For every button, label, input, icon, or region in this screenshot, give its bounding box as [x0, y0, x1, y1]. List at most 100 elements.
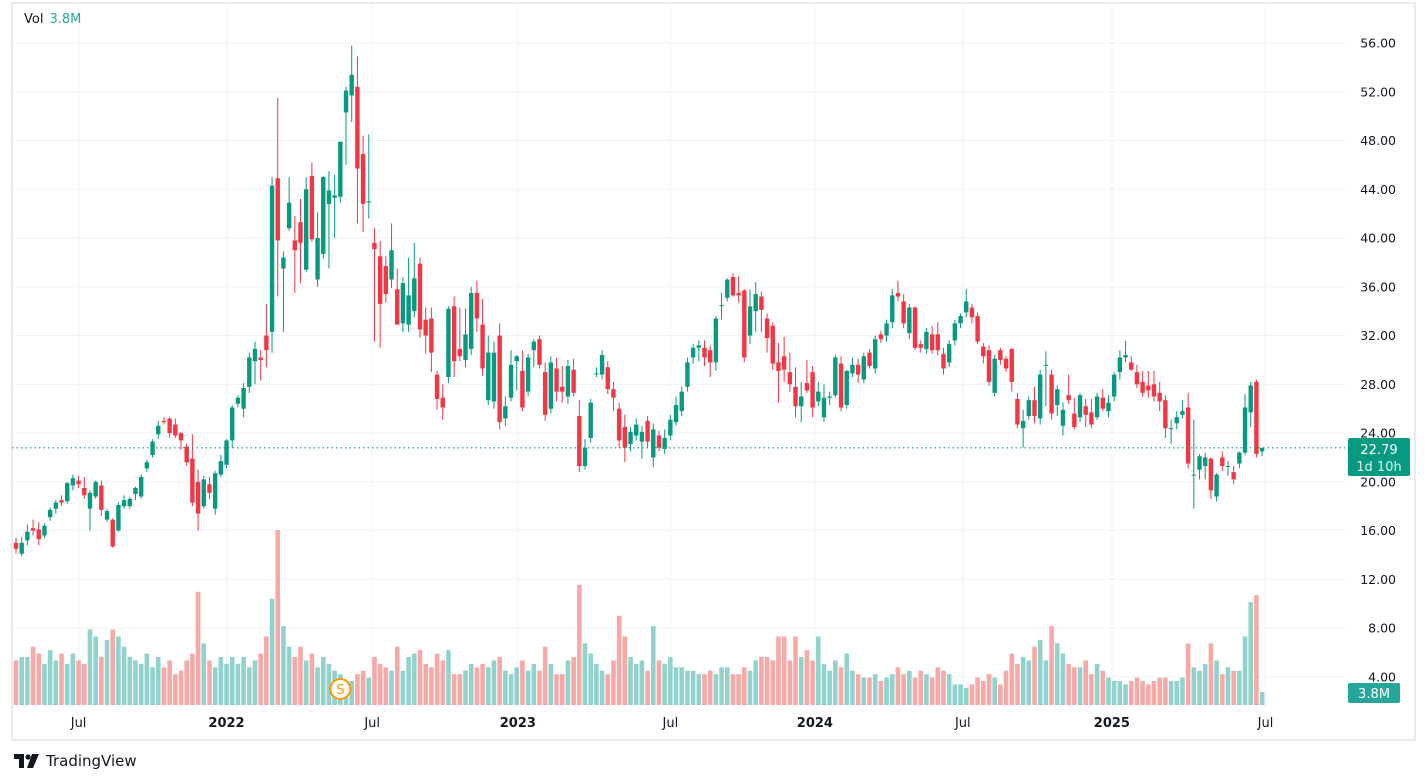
- volume-bar: [252, 660, 258, 705]
- candle-body: [804, 383, 810, 391]
- volume-bar: [582, 643, 588, 705]
- candle-body: [133, 487, 138, 495]
- candle-body: [599, 355, 605, 375]
- volume-bar: [440, 660, 446, 705]
- volume-bar: [1248, 602, 1254, 705]
- y-tick-label: 36.00: [1360, 279, 1396, 294]
- volume-bar: [144, 653, 150, 705]
- candle-body: [486, 352, 491, 401]
- price-axis[interactable]: 56.00 52.00 48.00 44.00 40.00 36.00 32.00 28.00…: [1360, 36, 1396, 685]
- candle-body: [514, 356, 519, 362]
- volume-bar: [969, 684, 975, 705]
- candle-body: [946, 344, 952, 363]
- candle-body: [446, 308, 451, 378]
- volume-bar: [690, 670, 696, 705]
- volume-bar: [184, 660, 189, 705]
- candle-body: [1242, 407, 1248, 453]
- candle-body: [645, 420, 650, 442]
- candle-body: [901, 301, 906, 324]
- volume-bar: [429, 667, 434, 705]
- candle-body: [867, 352, 872, 367]
- candle-body: [258, 357, 263, 360]
- candle-body: [525, 357, 531, 392]
- candle-body: [1083, 406, 1088, 415]
- volume-bar: [133, 660, 138, 705]
- candle-body: [417, 263, 423, 330]
- candle-body: [1089, 412, 1094, 425]
- volume-bar: [47, 650, 53, 705]
- volume-bar: [907, 670, 912, 705]
- volume-bar: [229, 656, 235, 705]
- candle-body: [224, 440, 229, 465]
- volume-bar: [850, 670, 855, 705]
- candle-body: [861, 356, 867, 380]
- candle-body: [480, 324, 485, 369]
- candle-body: [360, 153, 366, 204]
- tradingview-logo[interactable]: TradingView: [14, 752, 137, 770]
- volume-bar: [178, 670, 184, 705]
- volume-bar: [514, 667, 520, 705]
- candle-body: [799, 396, 804, 407]
- candle-body: [935, 334, 940, 351]
- x-tick-label: 2022: [208, 716, 244, 731]
- candle-body: [121, 500, 127, 507]
- candle-body: [167, 418, 172, 434]
- candle-body: [70, 478, 76, 486]
- volume-bar: [349, 680, 355, 705]
- volume-bar: [121, 646, 127, 705]
- candle-body: [787, 372, 793, 385]
- candle-body: [65, 483, 70, 502]
- volume-bar: [457, 674, 463, 705]
- volume-bar: [537, 670, 542, 705]
- volume-bar: [645, 670, 650, 705]
- candle-body: [338, 141, 343, 197]
- candle-body: [668, 419, 673, 436]
- volume-bar: [446, 650, 451, 705]
- volume-bar: [736, 674, 741, 705]
- volume-bar: [770, 660, 776, 705]
- volume-bar: [1026, 660, 1032, 705]
- volume-bar: [298, 646, 303, 705]
- candle-body: [503, 406, 508, 419]
- volume-bar: [679, 667, 685, 705]
- last-volume-value: 3.8M: [1358, 687, 1390, 702]
- candle-body: [1100, 397, 1105, 409]
- candle-body: [1248, 385, 1253, 413]
- candle-body: [594, 373, 599, 375]
- candle-body: [25, 531, 30, 541]
- candle-body: [463, 334, 468, 360]
- candle-body: [542, 372, 548, 415]
- candle-body: [400, 283, 406, 324]
- candle-body: [1225, 465, 1231, 467]
- candle-body: [127, 498, 132, 507]
- candle-body: [685, 362, 690, 387]
- volume-bar: [224, 663, 229, 705]
- volume-bar: [212, 667, 218, 705]
- volume-bar: [394, 646, 400, 705]
- volume-bar: [116, 636, 121, 705]
- candle-body: [212, 473, 218, 509]
- volume-bar: [542, 646, 548, 705]
- candle-body: [571, 369, 576, 393]
- split-event-icon[interactable]: [329, 678, 352, 700]
- candle-body: [469, 292, 474, 349]
- candle-body: [76, 480, 81, 485]
- x-tick-label: Jul: [363, 716, 380, 731]
- volume-bar: [747, 670, 753, 705]
- volume-bar: [468, 663, 474, 705]
- candle-body: [821, 397, 827, 418]
- time-axis[interactable]: Jul 2022 Jul 2023 Jul 2024 Jul 2025 Jul: [70, 716, 1274, 731]
- candle-body: [42, 525, 47, 536]
- volume-bar: [878, 680, 884, 705]
- volume-bar: [207, 660, 212, 705]
- volume-bar: [1163, 677, 1168, 705]
- volume-bar: [639, 660, 645, 705]
- candle-body: [264, 335, 269, 351]
- candle-body: [406, 295, 411, 325]
- candle-body: [884, 323, 889, 336]
- candle-body: [1163, 400, 1168, 429]
- candle-body: [19, 542, 24, 554]
- candle-body: [1032, 400, 1037, 417]
- candle-body: [326, 190, 332, 204]
